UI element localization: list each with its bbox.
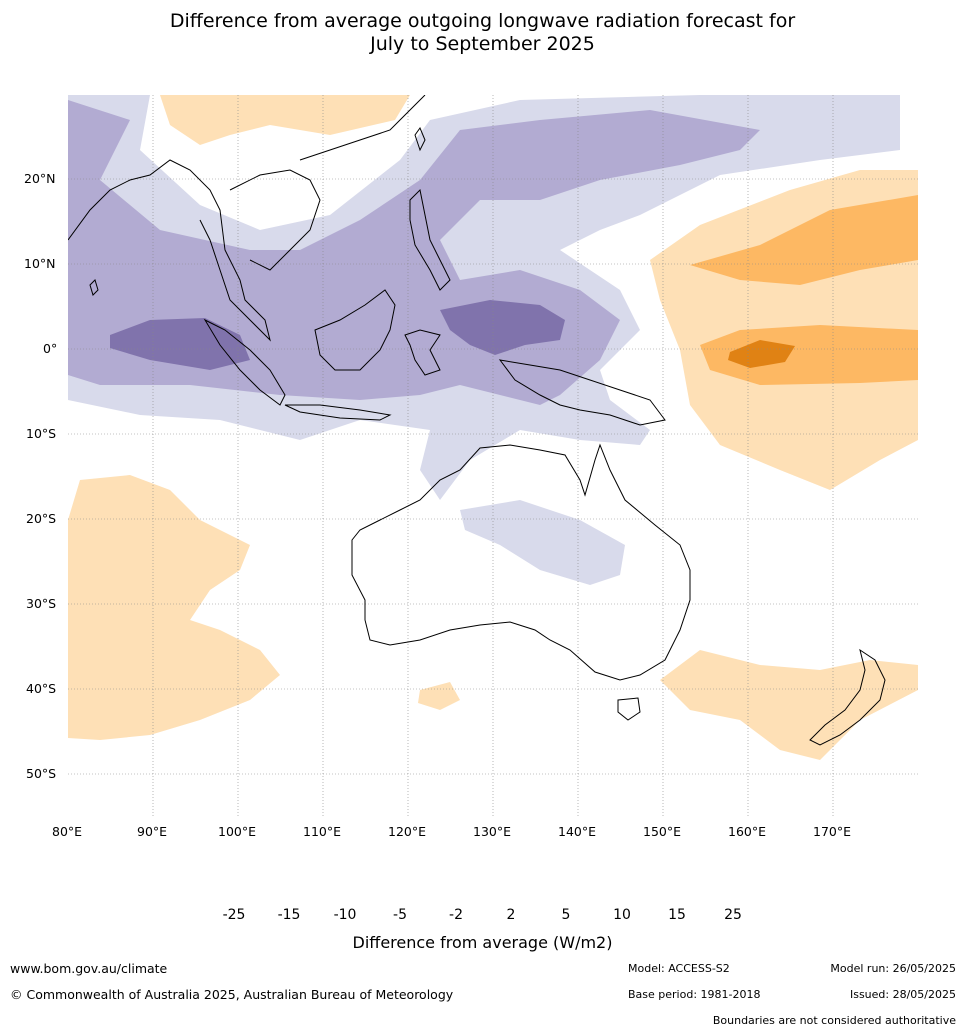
new-guinea-coastline xyxy=(498,359,666,426)
title-line-1: Difference from average outgoing longwav… xyxy=(169,10,796,32)
graticule xyxy=(68,95,918,817)
lon-label-120e: 120°E xyxy=(388,824,427,839)
lon-label-130e: 130°E xyxy=(473,824,512,839)
lat-label-30s: 30°S xyxy=(26,596,57,611)
olr-anomaly-map xyxy=(68,95,918,817)
colorbar-tick: -5 xyxy=(393,907,407,923)
coastlines xyxy=(68,95,886,746)
title-line-2: July to September 2025 xyxy=(370,33,595,55)
asia-coastline xyxy=(68,95,426,342)
colorbar-tick: 2 xyxy=(506,907,516,923)
model-run-date: Model run: 26/05/2025 xyxy=(830,962,956,975)
anomaly-region-light-purple-australia xyxy=(460,500,625,585)
tasmania-coastline xyxy=(617,697,641,721)
lon-label-90e: 90°E xyxy=(137,824,168,839)
lon-label-160e: 160°E xyxy=(728,824,767,839)
lon-label-100e: 100°E xyxy=(218,824,257,839)
colorbar-tick: -10 xyxy=(333,907,357,923)
lon-label-150e: 150°E xyxy=(643,824,682,839)
website-link[interactable]: www.bom.gov.au/climate xyxy=(10,961,168,976)
colorbar-tick: -2 xyxy=(449,907,463,923)
anomaly-region-dark-orange-pacific xyxy=(728,340,795,368)
map-title: Difference from average outgoing longwav… xyxy=(0,10,965,56)
anomaly-region-orange-pacific-north xyxy=(690,195,918,285)
lat-label-10s: 10°S xyxy=(26,426,57,441)
colorbar-tick: -15 xyxy=(277,907,301,923)
new-zealand-coastline xyxy=(809,648,886,746)
colorbar-tick: 25 xyxy=(724,907,742,923)
anomaly-region-light-orange-north xyxy=(160,95,410,145)
boundaries-disclaimer: Boundaries are not considered authoritat… xyxy=(712,1014,956,1027)
anomaly-region-dark-purple xyxy=(110,318,250,370)
taiwan-coastline xyxy=(414,126,426,152)
colorbar-label: Difference from average (W/m2) xyxy=(352,933,613,952)
copyright-text: © Commonwealth of Australia 2025, Austra… xyxy=(10,987,454,1002)
colorbar-tick: 15 xyxy=(668,907,686,923)
anomaly-region-medium-purple xyxy=(68,100,760,405)
anomaly-region-light-orange-indian xyxy=(68,475,280,740)
philippines-coastline xyxy=(409,188,451,291)
anomaly-shading xyxy=(68,95,918,760)
lon-label-80e: 80°E xyxy=(52,824,83,839)
lat-label-20s: 20°S xyxy=(26,511,57,526)
lon-label-110e: 110°E xyxy=(303,824,342,839)
lat-label-50s: 50°S xyxy=(26,766,57,781)
lat-label-40s: 40°S xyxy=(26,681,57,696)
lat-label-10n: 10°N xyxy=(24,256,56,271)
lon-label-140e: 140°E xyxy=(558,824,597,839)
anomaly-region-dark-purple-east xyxy=(440,300,565,355)
sri-lanka-coastline xyxy=(89,279,99,296)
lat-label-20n: 20°N xyxy=(24,171,56,186)
australia-coastline xyxy=(351,443,691,681)
model-name: Model: ACCESS-S2 xyxy=(628,962,730,975)
base-period: Base period: 1981-2018 xyxy=(628,988,761,1001)
colorbar-tick: 5 xyxy=(561,907,571,923)
sumatra-coastline xyxy=(203,318,286,406)
colorbar-tick: -25 xyxy=(222,907,246,923)
java-coastline xyxy=(284,404,392,421)
colorbar-tick: 10 xyxy=(613,907,631,923)
anomaly-region-light-orange-tasman xyxy=(660,650,918,760)
anomaly-region-orange-pacific-equator xyxy=(700,325,918,385)
lon-label-170e: 170°E xyxy=(813,824,852,839)
sulawesi-coastline xyxy=(404,329,441,376)
issued-date: Issued: 28/05/2025 xyxy=(849,988,956,1001)
borneo-coastline xyxy=(314,289,396,371)
lat-label-0: 0° xyxy=(43,341,58,356)
